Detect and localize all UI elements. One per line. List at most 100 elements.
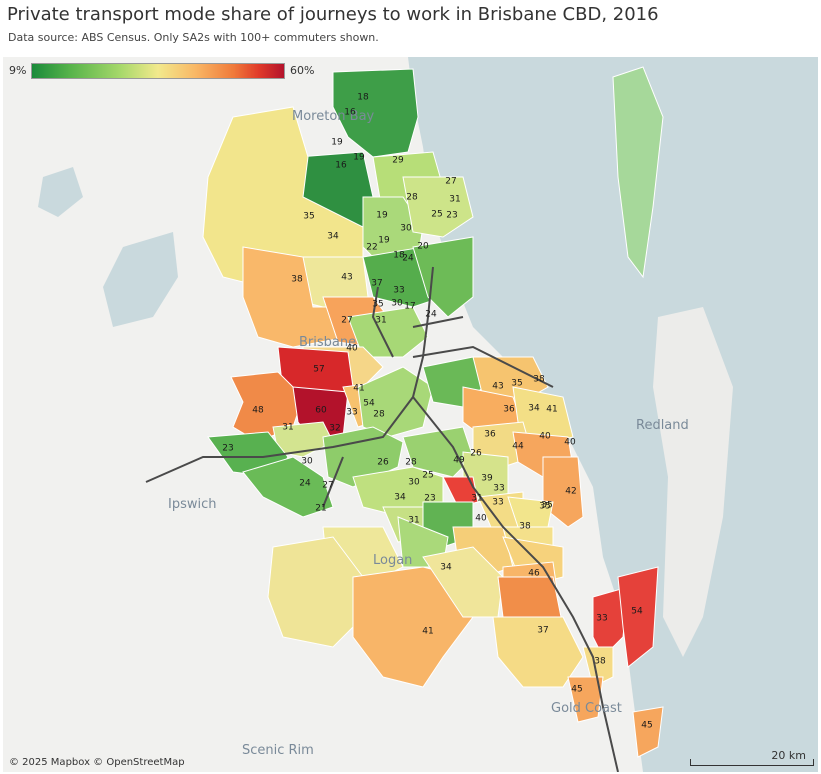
- region-value-label: 26: [470, 449, 482, 459]
- region-value-label: 34: [440, 563, 452, 573]
- region-value-label: 30: [408, 478, 420, 488]
- region-value-label: 31: [408, 516, 419, 526]
- region-value-label: 20: [417, 242, 429, 252]
- region-value-label: 35: [511, 379, 522, 389]
- region: [632, 706, 664, 758]
- region-value-label: 28: [373, 410, 385, 420]
- region-value-label: 41: [546, 405, 557, 415]
- region-value-label: 27: [322, 481, 333, 491]
- region-value-label: 40: [539, 432, 551, 442]
- map-subtitle: Data source: ABS Census. Only SA2s with …: [8, 31, 379, 44]
- region-value-label: 25: [422, 471, 433, 481]
- region-value-label: 35: [372, 300, 383, 310]
- region-value-label: 37: [371, 279, 382, 289]
- region: [242, 456, 334, 518]
- region: [492, 616, 584, 688]
- region-value-label: 33: [492, 498, 503, 508]
- legend-min-label: 9%: [9, 64, 27, 77]
- legend-gradient-bar: [31, 63, 285, 79]
- moreton-bay-water: [408, 57, 818, 772]
- scale-bar: 20 km: [690, 749, 814, 766]
- place-label: Moreton Bay: [292, 109, 375, 124]
- region-value-label: 19: [353, 153, 365, 163]
- region-value-label: 34: [327, 232, 339, 242]
- region-value-label: 41: [353, 384, 364, 394]
- scale-bar-label: 20 km: [771, 749, 806, 762]
- region: [542, 456, 584, 528]
- region-value-label: 30: [301, 457, 313, 467]
- region-value-label: 45: [641, 721, 652, 731]
- moreton-island: [612, 66, 664, 279]
- region: [332, 68, 419, 158]
- region-value-label: 17: [404, 302, 415, 312]
- region-value-label: 46: [528, 569, 540, 579]
- region-value-label: 19: [331, 138, 343, 148]
- region: [567, 676, 604, 723]
- choropleth-map[interactable]: Moreton Bay Brisbane Ipswich Logan Redla…: [3, 57, 818, 772]
- region-value-label: 54: [631, 607, 643, 617]
- region-value-label: 33: [596, 614, 607, 624]
- region-value-label: 42: [565, 487, 576, 497]
- region-value-label: 29: [392, 156, 404, 166]
- region-value-label: 44: [512, 442, 524, 452]
- stradbroke-island: [653, 307, 733, 657]
- region-value-label: 36: [484, 430, 496, 440]
- region-value-label: 19: [376, 211, 388, 221]
- region: [442, 476, 479, 508]
- region-value-label: 23: [446, 211, 457, 221]
- region: [402, 176, 474, 238]
- map-canvas: Moreton Bay Brisbane Ipswich Logan Redla…: [38, 57, 818, 772]
- region-value-label: 26: [377, 458, 389, 468]
- region-value-label: 18: [357, 93, 369, 103]
- region-value-label: 40: [475, 514, 487, 524]
- region-value-label: 23: [424, 494, 435, 504]
- region-value-label: 30: [400, 224, 412, 234]
- region-value-label: 21: [315, 504, 326, 514]
- region-value-label: 28: [406, 193, 418, 203]
- region-value-label: 16: [335, 161, 347, 171]
- region-value-label: 36: [503, 405, 515, 415]
- region-value-label: 16: [344, 108, 356, 118]
- region-value-label: 27: [445, 177, 456, 187]
- region: [357, 366, 434, 438]
- region-value-label: 31: [471, 494, 482, 504]
- region-value-label: 25: [431, 210, 442, 220]
- region-value-label: 24: [402, 254, 414, 264]
- region-value-label: 40: [346, 344, 358, 354]
- region-value-label: 23: [222, 444, 233, 454]
- region-value-label: 24: [425, 310, 437, 320]
- region-value-label: 39: [481, 474, 493, 484]
- region-value-label: 31: [375, 316, 386, 326]
- region-value-label: 37: [537, 626, 548, 636]
- region-value-label: 24: [299, 479, 311, 489]
- region-value-label: 45: [571, 685, 582, 695]
- place-label: Gold Coast: [551, 701, 622, 716]
- region-value-label: 40: [564, 438, 576, 448]
- region-value-label: 34: [528, 404, 540, 414]
- region: [617, 566, 659, 668]
- region-value-label: 60: [315, 406, 327, 416]
- region-value-label: 31: [449, 195, 460, 205]
- region-value-label: 54: [363, 399, 375, 409]
- region-value-label: 35: [303, 212, 314, 222]
- region-value-label: 34: [394, 493, 406, 503]
- rail-line: [412, 396, 619, 772]
- map-attribution[interactable]: © 2025 Mapbox © OpenStreetMap: [9, 757, 185, 768]
- rail-line: [412, 316, 464, 328]
- place-labels: Moreton Bay Brisbane Ipswich Logan Redla…: [168, 109, 689, 758]
- region-value-label: 48: [252, 406, 264, 416]
- region: [412, 236, 474, 318]
- region-value-label: 57: [313, 365, 324, 375]
- region-value-label: 22: [366, 243, 377, 253]
- lake: [103, 232, 178, 327]
- region-value-label: 38: [291, 275, 303, 285]
- place-label: Redland: [636, 418, 689, 433]
- legend-max-label: 60%: [290, 64, 315, 77]
- place-label: Ipswich: [168, 497, 217, 512]
- region-value-label: 33: [346, 408, 357, 418]
- place-label: Logan: [373, 553, 412, 568]
- region: [267, 536, 364, 648]
- region-value-label: 38: [533, 375, 545, 385]
- region-value-label: 43: [492, 382, 503, 392]
